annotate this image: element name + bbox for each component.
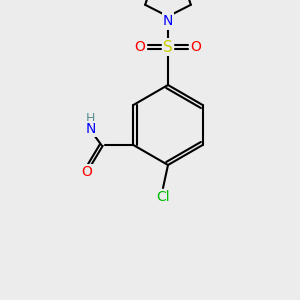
Text: N: N xyxy=(163,12,173,26)
Text: O: O xyxy=(190,40,201,54)
Text: Cl: Cl xyxy=(156,190,170,204)
Text: O: O xyxy=(135,40,146,54)
Text: O: O xyxy=(81,165,92,179)
Text: N: N xyxy=(163,14,173,28)
Text: S: S xyxy=(163,40,173,55)
Text: N: N xyxy=(85,122,95,136)
Text: H: H xyxy=(86,112,95,125)
